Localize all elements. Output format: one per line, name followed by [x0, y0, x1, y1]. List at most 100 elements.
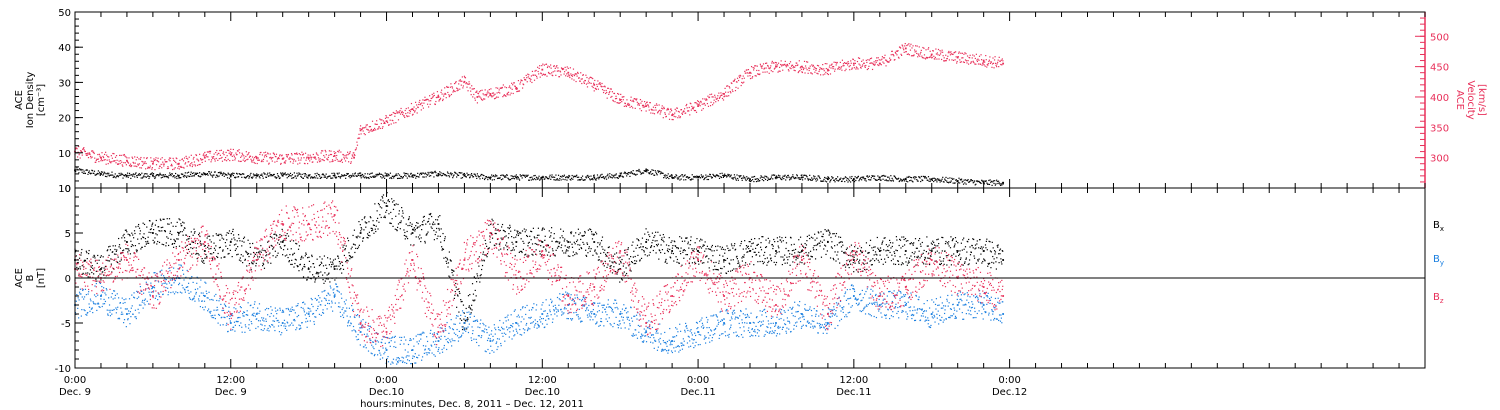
data-point: [690, 239, 692, 242]
data-point: [649, 172, 651, 174]
data-point: [441, 93, 443, 95]
data-point: [123, 175, 125, 177]
data-point: [668, 175, 671, 177]
data-point: [798, 177, 800, 179]
data-point: [97, 254, 99, 257]
data-point: [205, 154, 207, 157]
data-point: [938, 178, 940, 180]
data-point: [375, 225, 377, 227]
data-point: [341, 158, 343, 161]
data-point: [984, 65, 986, 67]
data-point: [167, 167, 170, 169]
data-point: [351, 154, 353, 156]
data-point: [838, 178, 841, 180]
data-point: [230, 148, 232, 150]
data-point: [233, 244, 236, 246]
data-point: [364, 216, 366, 218]
data-point: [519, 174, 521, 176]
data-point: [302, 177, 304, 179]
data-point: [565, 250, 567, 252]
data-point: [123, 249, 125, 251]
data-point: [707, 261, 709, 263]
data-point: [801, 179, 804, 181]
data-point: [365, 126, 367, 128]
data-point: [521, 230, 524, 232]
data-point: [666, 108, 669, 110]
data-point: [707, 175, 709, 177]
data-point: [106, 159, 108, 161]
data-point: [541, 228, 544, 230]
data-point: [328, 264, 331, 266]
data-point: [262, 262, 264, 264]
data-point: [636, 101, 638, 103]
data-point: [780, 178, 782, 180]
data-point: [762, 176, 764, 178]
data-point: [364, 127, 366, 129]
data-point: [397, 111, 399, 113]
data-point: [530, 179, 532, 181]
data-point: [808, 67, 810, 69]
data-point: [718, 262, 720, 264]
data-point: [683, 110, 685, 112]
data-point: [609, 260, 611, 262]
data-point: [267, 241, 269, 243]
data-point: [904, 42, 906, 45]
data-point: [77, 261, 79, 264]
data-point: [966, 180, 969, 182]
data-point: [942, 51, 944, 53]
data-point: [173, 242, 176, 245]
data-point: [854, 60, 856, 62]
data-point: [377, 202, 380, 205]
data-point: [276, 176, 278, 179]
data-point: [773, 238, 775, 241]
data-point: [881, 56, 884, 58]
data-point: [294, 153, 296, 155]
data-point: [961, 181, 963, 183]
data-point: [588, 78, 590, 80]
data-point: [797, 177, 799, 179]
data-point: [229, 153, 232, 156]
data-point: [851, 175, 853, 178]
data-point: [544, 176, 547, 178]
data-point: [890, 180, 893, 182]
data-point: [862, 177, 864, 179]
data-point: [470, 90, 472, 92]
data-point: [183, 222, 185, 224]
data-point: [138, 173, 140, 175]
data-point: [574, 73, 577, 75]
data-point: [372, 130, 374, 132]
data-point: [419, 234, 421, 236]
data-point: [408, 216, 410, 218]
data-point: [239, 173, 242, 176]
data-point: [260, 245, 262, 247]
data-point: [265, 176, 267, 178]
data-point: [300, 257, 302, 259]
data-point: [374, 123, 376, 125]
data-point: [175, 161, 177, 164]
data-point: [594, 179, 597, 181]
data-point: [373, 175, 375, 177]
data-point: [535, 69, 537, 72]
data-point: [115, 177, 117, 179]
data-point: [171, 233, 173, 236]
data-point: [86, 169, 88, 171]
data-point: [305, 159, 307, 161]
data-point: [724, 249, 726, 251]
data-point: [325, 278, 327, 280]
data-point: [234, 159, 236, 161]
data-point: [662, 117, 664, 119]
data-point: [554, 255, 556, 257]
data-point: [874, 63, 876, 65]
data-point: [718, 175, 720, 177]
data-point: [684, 174, 686, 176]
data-point: [409, 222, 411, 224]
data-point: [604, 249, 606, 251]
data-point: [511, 88, 513, 90]
data-point: [584, 80, 587, 82]
data-point: [507, 177, 509, 179]
data-point: [656, 104, 658, 106]
data-point: [406, 172, 408, 175]
data-point: [468, 81, 470, 83]
data-point: [517, 230, 519, 232]
data-point: [149, 220, 151, 222]
